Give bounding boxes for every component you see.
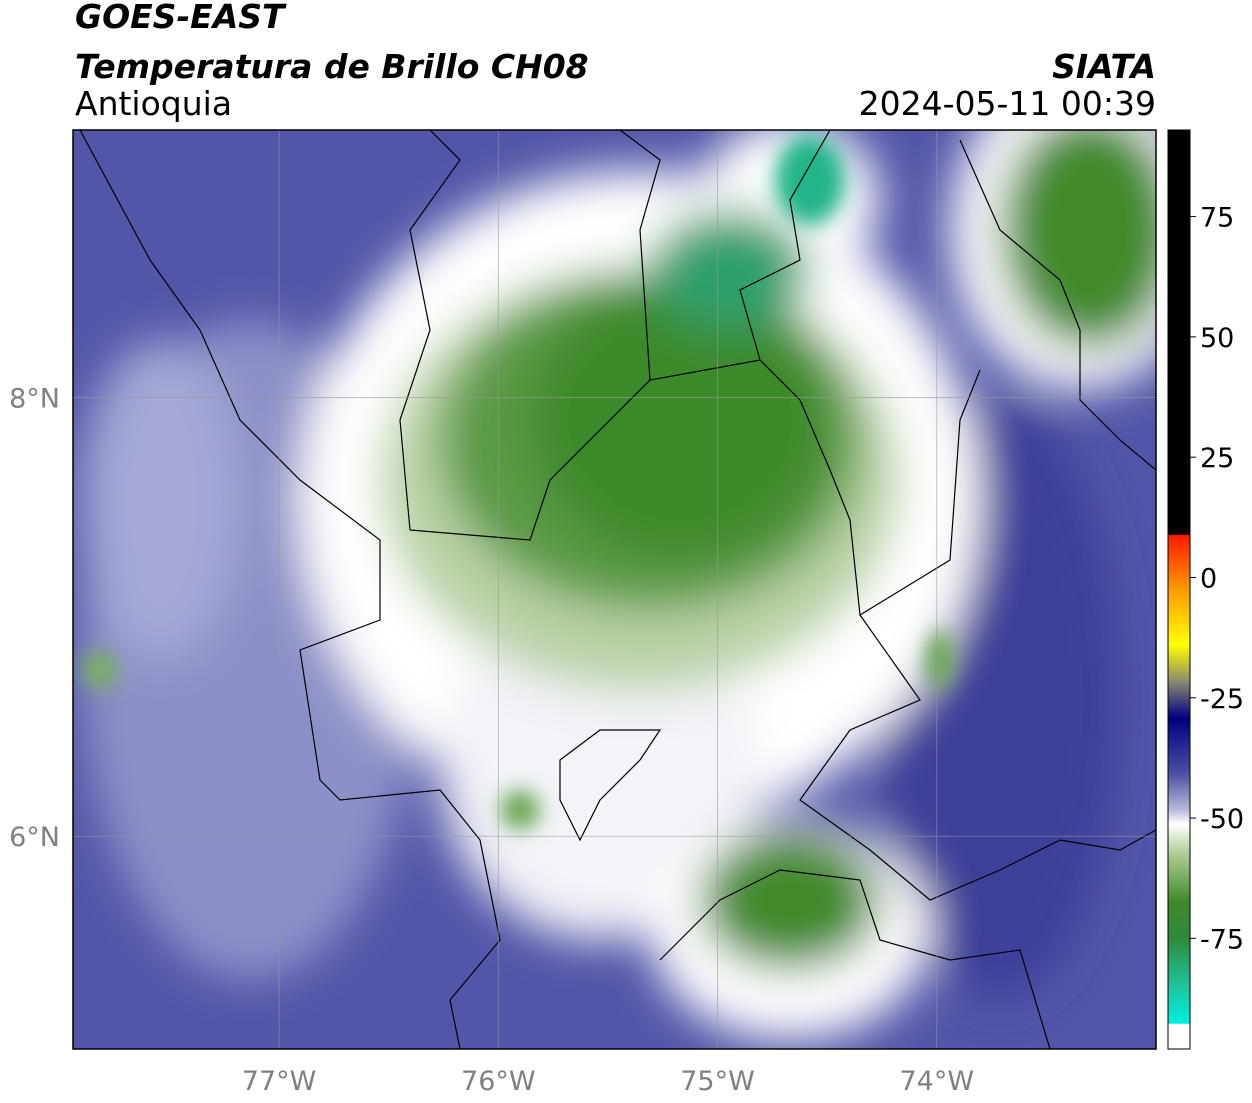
colorbar-tick-label: 25 (1200, 443, 1234, 474)
y-tick-label: 6°N (9, 822, 60, 853)
x-tick-label: 75°W (680, 1066, 755, 1097)
subtitle: Temperatura de Brillo CH08 (75, 47, 589, 86)
colorbar-tick-label: 0 (1200, 563, 1217, 594)
colorbar-tick-label: -25 (1200, 684, 1244, 715)
source: SIATA (1052, 47, 1156, 86)
x-tick-label: 76°W (461, 1066, 536, 1097)
region: Antioquia (75, 84, 232, 123)
colorbar-tick-label: -50 (1200, 804, 1244, 835)
map-frame (72, 129, 1157, 1050)
datetime: 2024-05-11 00:39 (859, 84, 1156, 123)
colorbar-tick-label: 50 (1200, 323, 1234, 354)
colorbar-tick-label: 75 (1200, 203, 1234, 234)
colorbar (1167, 129, 1191, 1050)
x-tick-label: 77°W (242, 1066, 317, 1097)
map-image (73, 130, 1156, 1049)
colorbar-tick-label: -75 (1200, 924, 1244, 955)
borders (79, 130, 1156, 1049)
x-tick-label: 74°W (899, 1066, 974, 1097)
y-tick-label: 8°N (9, 384, 60, 415)
title: GOES-EAST (75, 0, 287, 36)
grid (73, 130, 1156, 1049)
